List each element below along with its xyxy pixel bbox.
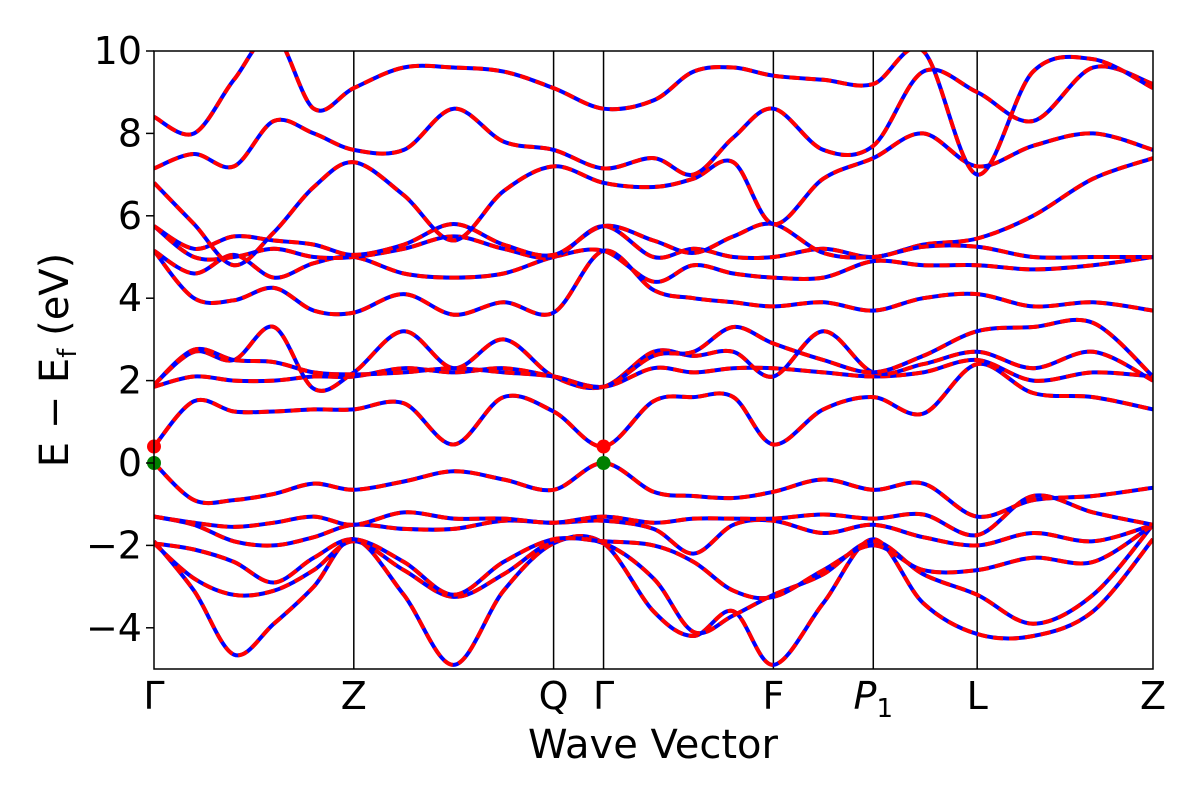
x-tick-label: Z [1140, 674, 1166, 718]
x-tick-label: Q [539, 674, 569, 718]
y-tick-label: 8 [118, 111, 142, 155]
x-tick-label-text: F [762, 674, 784, 718]
band-line-blue [154, 64, 1153, 177]
x-tick-label: Z [341, 674, 367, 718]
y-axis-title-main: E − E [32, 358, 78, 468]
x-tick-label-text: Z [341, 674, 367, 718]
y-tick-label: 6 [118, 194, 142, 238]
x-tick-label-subscript: 1 [876, 694, 893, 724]
x-tick-label-text: P [854, 674, 877, 718]
cbm-marker [596, 439, 611, 454]
x-tick-label: F [762, 674, 784, 718]
band-lines [154, 51, 1153, 667]
x-tick-label-text: Z [1140, 674, 1166, 718]
x-axis-ticks: Γ Z Q Γ F P1 L Z [143, 674, 1166, 724]
band-line-red-dashed [154, 51, 1153, 177]
band-line-blue [154, 460, 1153, 519]
vbm-marker [596, 456, 611, 470]
band-line-red-dashed [154, 523, 1153, 636]
x-tick-label: L [967, 674, 988, 718]
y-tick-label: 2 [118, 359, 142, 403]
band-line-red-dashed [154, 493, 1153, 538]
x-tick-label: P1 [854, 674, 893, 724]
x-axis-title: Wave Vector [528, 722, 779, 768]
band-line-red-dashed [154, 523, 1153, 601]
x-tick-label-text: Γ [143, 674, 164, 718]
y-tick-label: −4 [86, 606, 142, 650]
plot-frame [153, 50, 1154, 670]
y-tick-label: 10 [94, 29, 142, 73]
band-line-red-dashed [154, 317, 1153, 390]
y-axis-title-subscript: f [53, 348, 83, 358]
band-line-red-dashed [154, 357, 1153, 389]
band-line-red-dashed [154, 221, 1153, 260]
y-axis-ticks: −4 −2 0 2 4 6 8 10 [86, 29, 154, 650]
band-line-red-dashed [154, 362, 1153, 449]
band-line-blue [154, 131, 1153, 268]
y-tick-label: −2 [86, 523, 142, 567]
x-tick-label-text: L [967, 674, 988, 718]
x-tick-label-text: Q [539, 674, 569, 718]
y-axis-title-unit: (eV) [32, 253, 78, 349]
y-axis-title: E − Ef (eV) [32, 253, 83, 468]
x-tick-label: Γ [143, 674, 164, 718]
x-tick-label: Γ [593, 674, 614, 718]
y-tick-label: 0 [118, 441, 142, 485]
band-line-blue [154, 156, 1153, 262]
x-tick-label-text: Γ [593, 674, 614, 718]
y-tick-label: 4 [118, 276, 142, 320]
band-line-red-dashed [154, 534, 1153, 667]
band-line-red-dashed [154, 514, 1153, 556]
band-line-red-dashed [154, 247, 1153, 284]
